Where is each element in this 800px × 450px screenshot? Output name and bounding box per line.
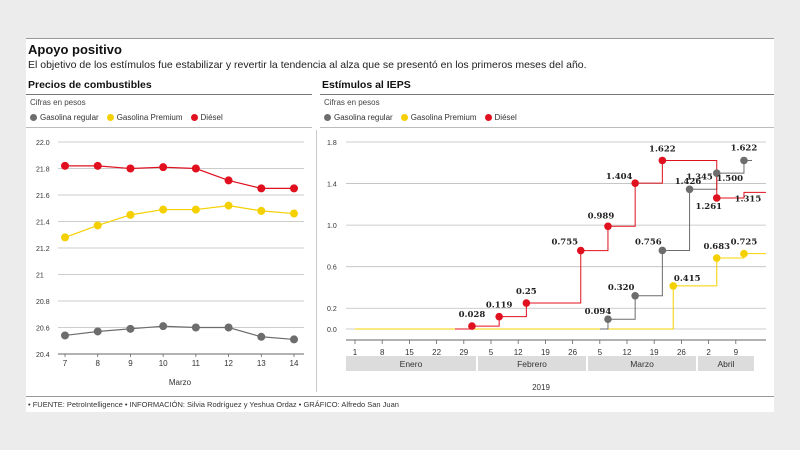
regular-dot-icon: [30, 114, 37, 121]
page-title: Apoyo positivo: [28, 42, 122, 57]
right-section-title: Estímulos al IEPS: [322, 79, 411, 91]
legend-item-premium: Gasolina Premium: [400, 113, 477, 122]
regular-dot-icon: [324, 114, 331, 121]
left-units: Cifras en pesos: [30, 98, 86, 107]
page-subtitle: El objetivo de los estímulos fue estabil…: [28, 59, 587, 71]
premium-dot-icon: [400, 114, 408, 121]
legend-item-premium: Gasolina Premium: [106, 113, 183, 122]
diesel-dot-icon: [484, 114, 492, 121]
left-legend: Gasolina regular Gasolina Premium Diésel: [30, 113, 223, 122]
legend-item-regular: Gasolina regular: [30, 113, 99, 122]
top-rule: [26, 38, 774, 39]
right-units: Cifras en pesos: [324, 98, 380, 107]
right-divider: [320, 94, 774, 95]
left-divider: [26, 94, 312, 95]
diesel-dot-icon: [190, 114, 198, 121]
right-legend-rule: [320, 127, 774, 128]
footer-rule: [26, 396, 774, 397]
left-section-title: Precios de combustibles: [28, 79, 152, 91]
premium-dot-icon: [106, 114, 114, 121]
legend-item-diesel: Diésel: [190, 113, 223, 122]
panel-separator: [316, 130, 317, 392]
legend-item-regular: Gasolina regular: [324, 113, 393, 122]
legend-item-diesel: Diésel: [484, 113, 517, 122]
footer-credits: • FUENTE: PetroIntelligence • INFORMACIÓ…: [28, 400, 399, 409]
left-legend-rule: [26, 127, 312, 128]
infographic: Apoyo positivo El objetivo de los estímu…: [26, 38, 774, 412]
right-legend: Gasolina regular Gasolina Premium Diésel: [324, 113, 517, 122]
